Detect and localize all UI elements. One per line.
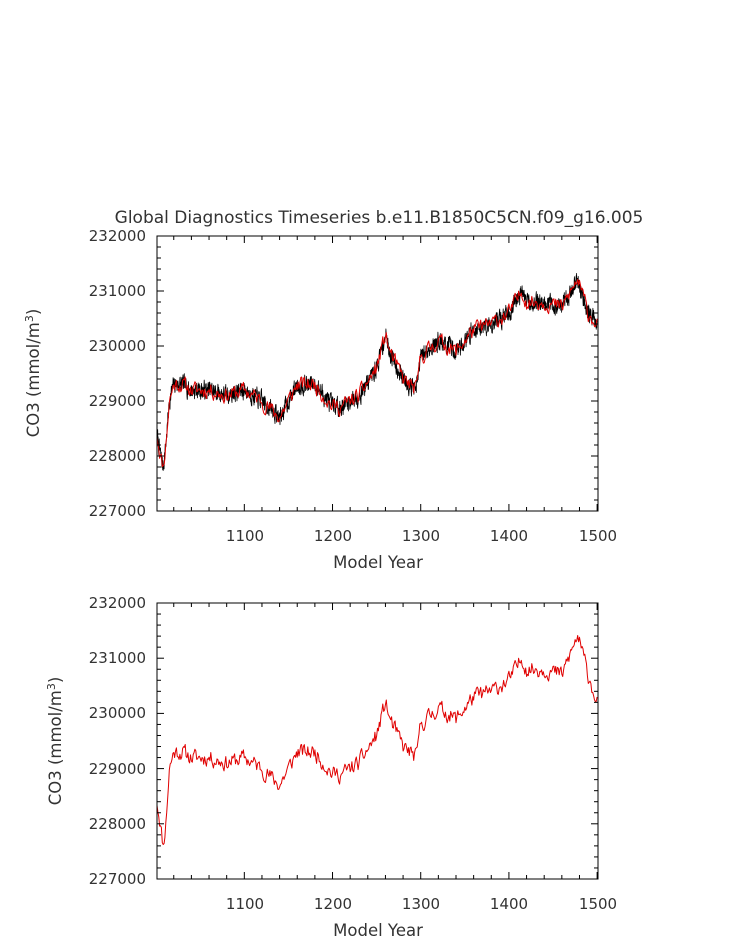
top-ytick-label: 229000 — [89, 392, 146, 410]
top-y-axis-label: CO3 (mmol/m3) — [23, 309, 44, 438]
top-series-annual — [156, 278, 598, 468]
bottom-series-annual — [156, 635, 598, 845]
top-ytick-label: 227000 — [89, 502, 146, 520]
bottom-xtick-label: 1500 — [579, 895, 617, 913]
bottom-xtick-label: 1200 — [314, 895, 352, 913]
top-plot-frame — [156, 235, 599, 512]
top-xtick-label: 1100 — [226, 527, 264, 545]
bottom-ticks — [157, 602, 598, 880]
top-x-axis-label: Model Year — [333, 553, 423, 572]
top-ytick-label: 228000 — [89, 447, 146, 465]
top-xtick-label: 1400 — [490, 527, 528, 545]
top-xtick-label: 1300 — [402, 527, 440, 545]
bottom-xtick-label: 1100 — [226, 895, 264, 913]
bottom-annual-line — [156, 635, 598, 845]
bottom-plot-frame — [156, 602, 599, 880]
bottom-x-axis-label: Model Year — [333, 921, 423, 940]
bottom-ytick-label: 229000 — [89, 760, 146, 778]
bottom-ytick-label: 228000 — [89, 815, 146, 833]
bottom-ytick-label: 230000 — [89, 704, 146, 722]
bottom-ytick-label: 232000 — [89, 594, 146, 612]
bottom-ytick-label: 227000 — [89, 870, 146, 888]
top-ytick-label: 232000 — [89, 227, 146, 245]
top-xtick-label: 1200 — [314, 527, 352, 545]
bottom-y-axis-label: CO3 (mmol/m3) — [45, 677, 66, 806]
bottom-panel: 227000 228000 229000 230000 231000 23200… — [45, 594, 618, 940]
top-xtick-label: 1500 — [579, 527, 617, 545]
top-panel: Global Diagnostics Timeseries b.e11.B185… — [23, 208, 644, 572]
bottom-xtick-label: 1400 — [490, 895, 528, 913]
top-annual-line — [156, 278, 598, 468]
bottom-ytick-label: 231000 — [89, 649, 146, 667]
bottom-xtick-label: 1300 — [402, 895, 440, 913]
chart-title: Global Diagnostics Timeseries b.e11.B185… — [115, 208, 644, 228]
top-ytick-label: 231000 — [89, 282, 146, 300]
top-ytick-label: 230000 — [89, 337, 146, 355]
top-ticks — [157, 235, 598, 512]
